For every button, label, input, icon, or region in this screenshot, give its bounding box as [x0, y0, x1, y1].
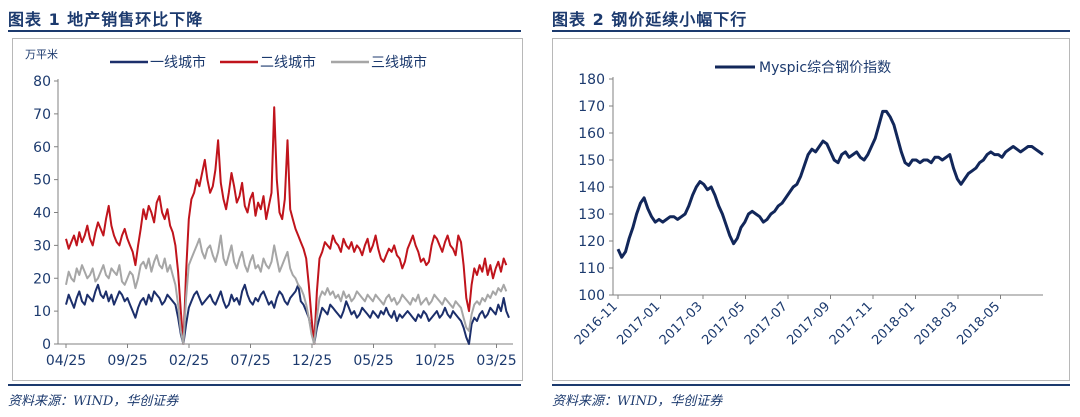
figure-1-title: 图表 1 地产销售环比下降: [8, 10, 204, 29]
real-estate-sales-chart: 万平米 0 10 20 30 40 50 60 70 80 04/25 09/25 02/25 07/25…: [25, 48, 517, 369]
y-tick-label: 80: [33, 74, 51, 90]
x-tick-label: 2018-03: [912, 299, 961, 348]
x-tick-label: 10/25: [415, 353, 455, 369]
x-tick-label: 2017-09: [784, 299, 833, 348]
y-tick-label: 130: [578, 207, 605, 223]
figure-2-title: 图表 2 钢价延续小幅下行: [552, 10, 748, 29]
y-tick-label: 50: [33, 173, 51, 189]
x-tick-label: 2017-11: [827, 299, 876, 348]
y-tick-label: 140: [578, 180, 605, 196]
y-tick-label: 30: [33, 238, 51, 254]
x-tick-label: 2017-01: [614, 299, 663, 348]
x-tick-label: 2018-01: [869, 299, 918, 348]
steel-price-chart: 1001101201301401501601701802016-112017-0…: [572, 60, 1044, 348]
x-tick-label: 2017-05: [699, 299, 748, 348]
y-tick-label: 120: [578, 234, 605, 250]
figure-1-top-rule: [8, 30, 521, 32]
x-tick-label: 2017-03: [657, 299, 706, 348]
x-tick-label: 04/25: [46, 353, 86, 369]
x-tick-label: 12/25: [292, 353, 332, 369]
y-tick-label: 110: [578, 261, 605, 277]
series-line-3: [65, 234, 508, 345]
y-tick-label: 100: [578, 288, 605, 304]
legend-label-2: 二线城市: [260, 54, 316, 71]
x-tick-label: 09/25: [107, 353, 147, 369]
y-tick-label: 60: [33, 140, 51, 156]
x-tick-label: 02/25: [169, 353, 209, 369]
x-tick-label: 05/25: [353, 353, 393, 369]
legend-label-1: 一线城市: [150, 54, 206, 71]
x-tick-label: 2016-11: [572, 299, 621, 348]
y-tick-label: 70: [33, 107, 51, 123]
x-tick-label: 2018-05: [954, 299, 1003, 348]
series-line-1: [616, 109, 1044, 259]
x-tick-label: 07/25: [230, 353, 270, 369]
figure-2-bottom-rule: [552, 384, 1070, 386]
figure-2-source: 资料来源：WIND，华创证券: [552, 394, 723, 409]
x-tick-label: 03/25: [476, 353, 516, 369]
figure-1-bottom-rule: [8, 384, 521, 386]
y-tick-label: 10: [33, 304, 51, 320]
y-tick-label: 20: [33, 271, 51, 287]
figure-2-top-rule: [552, 30, 1070, 32]
figure-2-chart-panel: 100 110 120 130 140 150 160 170 180 2016-11 2017-0…: [552, 38, 1070, 381]
y-tick-label: 160: [578, 126, 605, 142]
legend-label-3: 三线城市: [371, 54, 427, 71]
y-tick-label: 150: [578, 153, 605, 169]
y-tick-label: 0: [42, 337, 51, 353]
x-tick-label: 2017-07: [742, 299, 791, 348]
figure-1-chart-panel: 万平米 0 10 20 30 40 50 60 70 80 04/25 09/25 02/25 07/25…: [12, 38, 523, 381]
y-tick-label: 40: [33, 206, 51, 222]
series-line-2: [65, 106, 508, 345]
y-axis-unit-label: 万平米: [25, 48, 58, 61]
y-tick-label: 180: [578, 72, 605, 88]
legend-label-1: Myspic综合钢价指数: [759, 60, 891, 76]
figure-1-source: 资料来源：WIND，华创证券: [8, 394, 179, 409]
y-tick-label: 170: [578, 99, 605, 115]
series-line-1: [65, 283, 510, 345]
